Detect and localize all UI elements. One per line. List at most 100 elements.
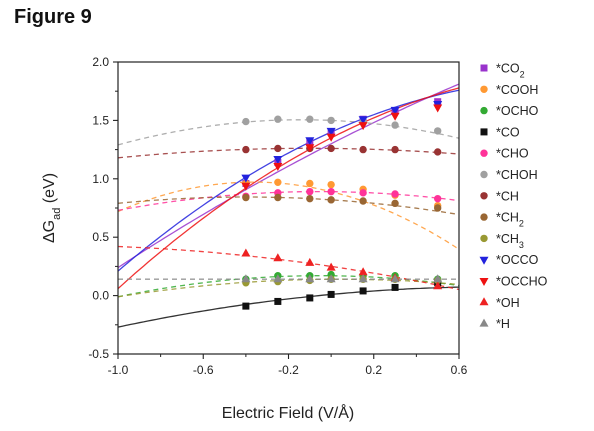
legend-label-oh: *OH	[496, 296, 520, 310]
legend-label-cho: *CHO	[496, 147, 529, 161]
fit-co	[118, 286, 459, 328]
y-tick-label: 0.5	[92, 230, 109, 244]
point-oh	[305, 257, 315, 266]
legend-label-occho: *OCCHO	[496, 275, 548, 289]
point-ch	[327, 144, 335, 153]
point-oh	[273, 253, 283, 262]
fit-occo	[118, 89, 459, 272]
point-ch	[242, 145, 250, 154]
point-choh	[327, 116, 335, 125]
point-occho	[305, 144, 315, 153]
fit-occho	[118, 87, 459, 290]
point-h	[305, 274, 315, 283]
data-points	[241, 98, 443, 310]
x-axis-label: Electric Field (V/Å)	[222, 403, 354, 422]
point-ch	[359, 145, 367, 154]
point-occo	[273, 155, 283, 164]
legend-marker-occho	[479, 278, 489, 286]
legend-label-h: *H	[496, 317, 510, 331]
y-tick-label: 0.0	[92, 289, 109, 303]
legend-label-ch: *CH	[496, 189, 519, 203]
point-co	[391, 283, 399, 291]
legend-marker-ch	[480, 192, 488, 200]
legend-marker-occo	[479, 256, 489, 265]
point-occo	[241, 174, 251, 183]
legend-marker-choh	[480, 170, 488, 179]
legend-label-co: *CO	[496, 125, 520, 139]
point-choh	[433, 127, 442, 135]
legend-marker-co	[480, 128, 488, 136]
point-occho	[241, 182, 251, 191]
point-co	[306, 294, 314, 302]
fit-cooh	[118, 181, 459, 250]
point-choh	[242, 117, 250, 126]
point-ch2	[242, 193, 250, 202]
point-occho	[326, 133, 336, 142]
y-tick-label: 1.5	[92, 113, 109, 127]
point-choh	[306, 115, 314, 123]
point-oh	[241, 248, 251, 257]
point-occho	[273, 162, 283, 171]
legend-label-ch2: *CH2	[496, 211, 524, 229]
plot-frame	[117, 61, 460, 355]
y-axis-label-subscript: ad	[51, 208, 63, 220]
point-cho	[359, 189, 367, 197]
point-co	[274, 297, 282, 305]
point-ch2	[274, 193, 282, 202]
point-cho	[391, 190, 399, 198]
legend-marker-ch3	[480, 234, 488, 243]
point-occo	[390, 106, 400, 115]
point-occho	[358, 122, 368, 131]
point-co	[359, 287, 367, 295]
point-cooh	[306, 179, 314, 188]
y-tick-label: 2.0	[92, 55, 109, 69]
point-cooh	[327, 180, 335, 189]
point-h	[326, 274, 336, 283]
x-tick-label: 0.6	[451, 363, 468, 377]
point-co	[327, 290, 335, 298]
point-ch	[391, 145, 399, 154]
fit-cho	[118, 190, 459, 211]
point-choh	[391, 121, 399, 129]
x-tick-label: -1.0	[108, 363, 129, 377]
legend-marker-oh	[479, 297, 489, 306]
fit-oh	[118, 245, 459, 291]
fit-co2	[118, 83, 459, 269]
x-axis: -1.0 -0.6 -0.2 0.2 0.6	[108, 354, 468, 377]
fit-ocho	[118, 275, 459, 298]
point-h	[390, 274, 400, 283]
legend-marker-ocho	[480, 106, 488, 115]
legend-label-choh: *CHOH	[496, 168, 538, 182]
legend: *CO2 *COOH *OCHO *CO *CHO *CHOH *CH *CH2 *CH3 *OC…	[479, 62, 548, 331]
point-cooh	[274, 178, 282, 187]
legend-label-occo: *OCCO	[496, 253, 539, 267]
legend-marker-cooh	[480, 85, 488, 94]
point-h	[358, 274, 368, 283]
legend-label-co2: *CO2	[496, 62, 525, 80]
point-oh	[433, 281, 443, 290]
y-axis-label: ΔGad (eV)	[41, 173, 63, 243]
x-tick-label: -0.2	[278, 363, 299, 377]
point-occo	[305, 137, 315, 146]
point-cho	[433, 194, 442, 203]
fit-curves	[118, 83, 459, 328]
point-ch2	[433, 204, 442, 212]
point-ch2	[306, 194, 314, 203]
legend-label-ocho: *OCHO	[496, 104, 539, 118]
point-occho	[433, 104, 443, 113]
point-ch2	[327, 196, 335, 204]
figure-title: Figure 9	[14, 6, 92, 28]
fit-ch3	[118, 278, 459, 298]
point-h	[273, 274, 283, 283]
y-axis: -0.5 0.0 0.5 1.0 1.5 2.0	[88, 55, 118, 361]
x-tick-label: 0.2	[365, 363, 382, 377]
legend-marker-cho	[480, 149, 488, 157]
point-co	[242, 302, 250, 310]
legend-marker-h	[479, 318, 489, 327]
legend-label-ch3: *CH3	[496, 232, 524, 250]
y-tick-label: 1.0	[92, 172, 109, 186]
fit-choh	[118, 119, 459, 146]
legend-label-cooh: *COOH	[496, 83, 538, 97]
point-cho	[327, 187, 335, 196]
